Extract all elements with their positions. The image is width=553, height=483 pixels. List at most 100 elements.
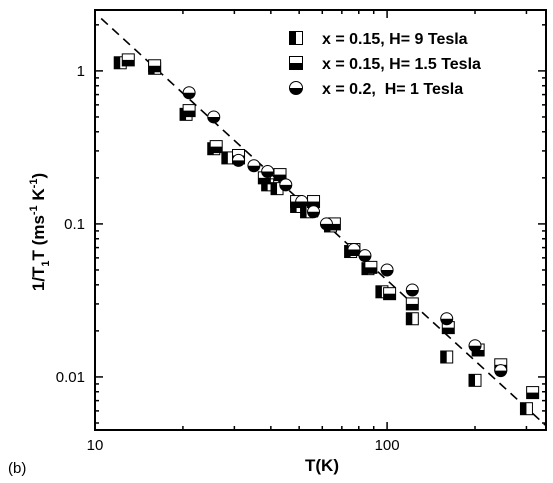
panel-label: (b) xyxy=(8,460,26,477)
data-point xyxy=(519,402,533,416)
series-2 xyxy=(121,53,540,400)
marker-fill xyxy=(440,318,453,325)
marker-fill xyxy=(469,374,476,387)
data-point xyxy=(380,263,394,277)
data-point xyxy=(121,53,135,67)
data-point xyxy=(440,350,454,364)
data-point xyxy=(232,153,246,167)
y-axis-label-mid: K xyxy=(29,188,48,206)
marker-fill xyxy=(114,56,121,69)
data-point xyxy=(440,312,454,326)
marker-fill xyxy=(221,151,228,164)
marker-fill xyxy=(406,303,419,310)
marker-fill xyxy=(307,201,320,208)
marker-fill xyxy=(300,205,307,218)
y-axis-label-exp1: -1 xyxy=(28,205,40,215)
y-tick-label: 0.1 xyxy=(64,216,85,233)
data-point xyxy=(207,110,221,124)
series-1 xyxy=(113,56,533,416)
marker-fill xyxy=(279,184,292,191)
data-point xyxy=(358,249,372,263)
marker-fill xyxy=(258,177,271,184)
data-point xyxy=(405,312,419,326)
legend: x = 0.15, H= 9 Tesla x = 0.15, H= 1.5 Tes… xyxy=(289,31,481,98)
data-point xyxy=(247,159,261,173)
data-point xyxy=(209,140,223,154)
x-tick-label: 100 xyxy=(375,437,400,454)
y-axis-label-sub: 1 xyxy=(40,260,52,266)
marker-fill xyxy=(375,285,382,298)
data-point xyxy=(364,260,378,274)
series-3 xyxy=(182,86,508,378)
data-point xyxy=(347,243,361,257)
marker-fill xyxy=(289,63,303,70)
marker-fill xyxy=(295,201,308,208)
data-point xyxy=(494,364,508,378)
marker-fill xyxy=(472,349,485,356)
axis-ticks: 10 100 0.01 0.1 1 xyxy=(56,10,546,454)
marker-fill xyxy=(320,223,333,230)
marker-fill xyxy=(207,116,220,123)
marker-fill xyxy=(442,327,455,334)
data-point xyxy=(526,386,540,400)
marker-fill xyxy=(274,174,287,181)
y-tick-label: 0.01 xyxy=(56,369,85,386)
data-point xyxy=(273,168,287,182)
y-axis-label: 1/T1T (ms-1 K-1) xyxy=(28,173,52,291)
marker-fill xyxy=(183,110,196,117)
data-point xyxy=(295,195,309,209)
data-points xyxy=(113,53,540,416)
marker-fill xyxy=(122,59,135,66)
legend-label: x = 0.2, H= 1 Tesla xyxy=(322,81,463,98)
legend-label: x = 0.15, H= 9 Tesla xyxy=(322,31,468,48)
marker-fill xyxy=(469,345,482,352)
marker-fill xyxy=(406,312,413,325)
marker-fill xyxy=(406,289,419,296)
marker-fill xyxy=(381,269,394,276)
x-tick-label: 10 xyxy=(87,437,104,454)
data-point xyxy=(319,217,333,231)
data-point xyxy=(279,178,293,192)
y-axis-label-close: ) xyxy=(29,173,48,179)
plot-area-border xyxy=(94,9,547,431)
x-axis-label: T(K) xyxy=(305,456,339,475)
marker-fill xyxy=(148,65,161,72)
data-point xyxy=(405,297,419,311)
y-tick-label: 1 xyxy=(77,63,85,80)
marker-fill xyxy=(261,178,268,191)
plot-frame xyxy=(94,9,547,431)
data-point xyxy=(221,151,235,165)
marker-fill xyxy=(520,402,527,415)
marker-fill xyxy=(183,92,196,99)
marker-fill xyxy=(232,160,245,167)
marker-fill xyxy=(261,171,274,178)
legend-marker xyxy=(289,31,303,45)
legend-marker xyxy=(289,81,303,95)
data-point xyxy=(261,165,275,179)
marker-fill xyxy=(289,88,303,95)
marker-fill xyxy=(289,31,296,45)
legend-marker xyxy=(289,56,303,70)
data-point xyxy=(307,205,321,219)
legend-label: x = 0.15, H= 1.5 Tesla xyxy=(322,56,481,73)
marker-fill xyxy=(364,267,377,274)
marker-fill xyxy=(247,165,260,172)
data-point xyxy=(468,373,482,387)
data-point xyxy=(182,104,196,118)
marker-fill xyxy=(210,146,223,153)
y-axis-label-exp2: -1 xyxy=(28,179,40,189)
data-point xyxy=(383,287,397,301)
y-axis-label-rest: T (ms xyxy=(29,215,48,260)
y-axis-label-main: 1/T xyxy=(29,266,48,291)
marker-fill xyxy=(307,211,320,218)
data-point xyxy=(405,283,419,297)
marker-fill xyxy=(271,182,278,195)
marker-fill xyxy=(440,350,447,363)
data-point xyxy=(182,86,196,100)
marker-fill xyxy=(526,392,539,399)
marker-fill xyxy=(328,223,341,230)
data-point xyxy=(468,339,482,353)
marker-fill xyxy=(494,370,507,377)
marker-fill xyxy=(347,249,360,256)
